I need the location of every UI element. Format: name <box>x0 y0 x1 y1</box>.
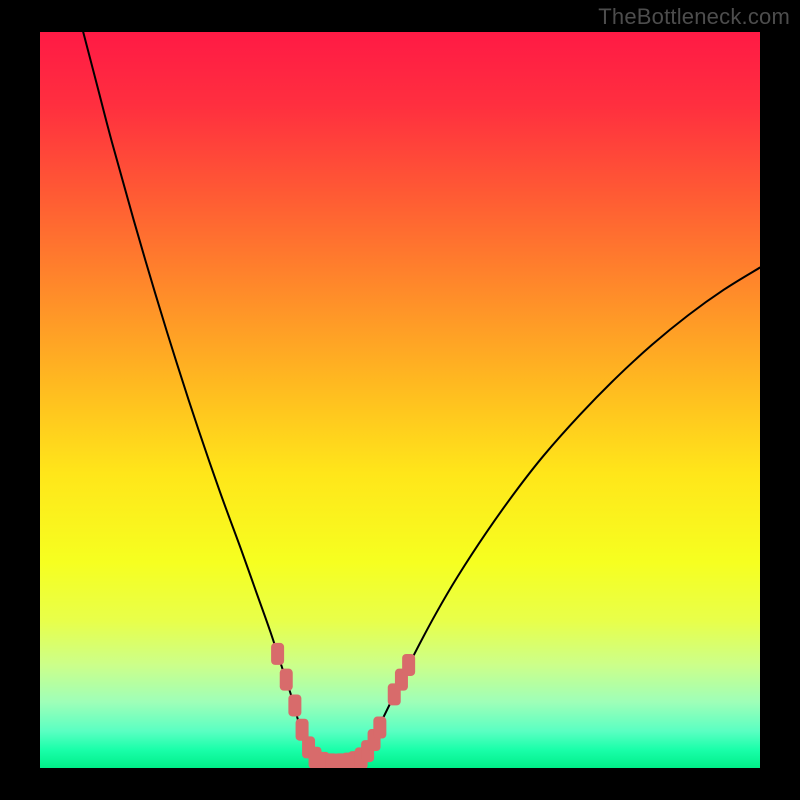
valley-marker <box>280 669 293 691</box>
valley-marker <box>373 717 386 739</box>
plot-background <box>40 32 760 768</box>
valley-marker <box>271 643 284 665</box>
watermark-text: TheBottleneck.com <box>598 4 790 30</box>
chart-stage: TheBottleneck.com <box>0 0 800 800</box>
chart-svg <box>0 0 800 800</box>
valley-marker <box>402 654 415 676</box>
valley-marker <box>288 694 301 716</box>
